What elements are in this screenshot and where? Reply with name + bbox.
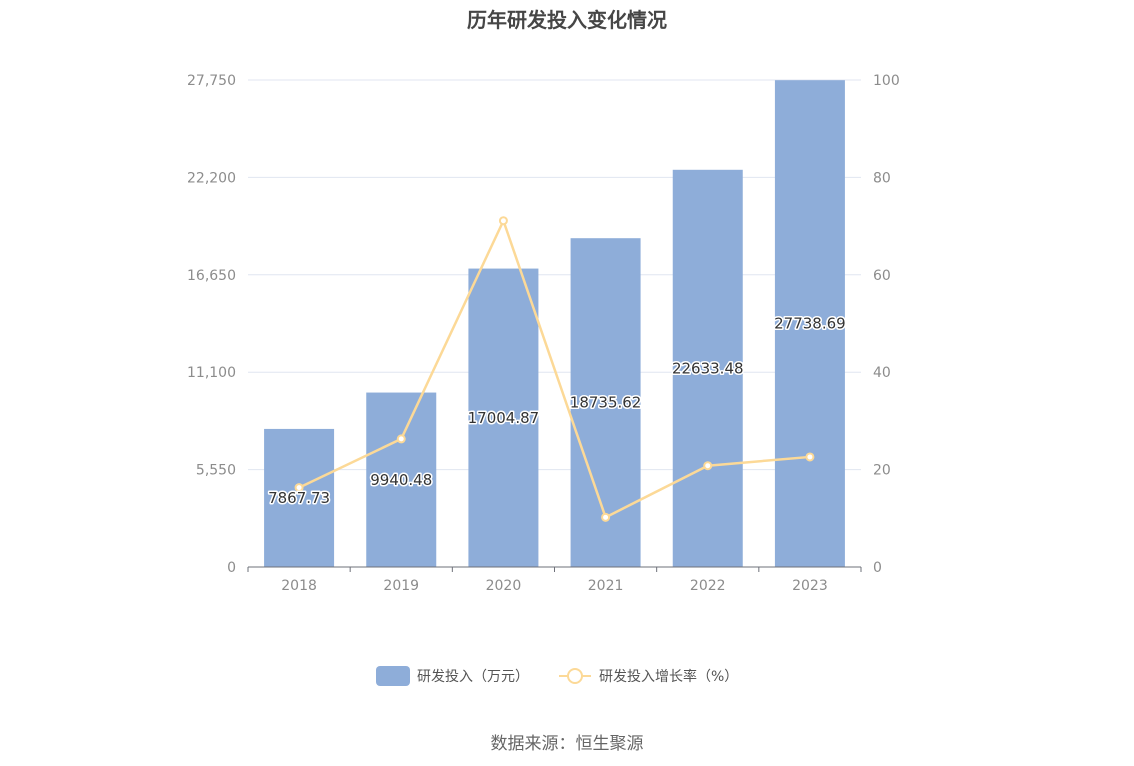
- y-right-tick-label: 0: [873, 560, 882, 576]
- bar-data-label: 9940.48: [370, 471, 432, 489]
- growth-point: [601, 512, 611, 522]
- x-tick-label: 2023: [792, 578, 828, 594]
- axes: 0 5,550 11,100 16,650 22,200 27,750 0 20 40 60 80 1…: [187, 73, 900, 594]
- bar: [570, 238, 641, 567]
- legend-bar-swatch: [376, 666, 410, 686]
- growth-point: [396, 434, 406, 444]
- y-left-tick-label: 0: [227, 560, 236, 576]
- y-right-tick-label: 80: [873, 170, 891, 186]
- bar: [774, 80, 845, 567]
- growth-point: [498, 216, 508, 226]
- bar-data-label: 7867.73: [268, 489, 330, 507]
- x-tick-label: 2018: [281, 578, 317, 594]
- legend-line-marker: [567, 668, 583, 684]
- bar: [468, 268, 539, 567]
- x-tick-label: 2022: [690, 578, 726, 594]
- bar: [366, 392, 437, 567]
- y-right-tick-label: 40: [873, 365, 891, 381]
- grid-lines: [248, 79, 861, 471]
- x-tick-label: 2019: [383, 578, 419, 594]
- legend-line-label: 研发投入增长率（%）: [599, 668, 738, 685]
- y-right-tick-label: 60: [873, 268, 891, 284]
- growth-point: [294, 483, 304, 493]
- growth-point: [703, 461, 713, 471]
- y-right-tick-label: 20: [873, 463, 891, 479]
- y-left-tick-label: 22,200: [187, 170, 236, 186]
- legend: 研发投入（万元） 研发投入增长率（%）: [376, 666, 738, 686]
- x-tick-label: 2020: [486, 578, 522, 594]
- bar-data-label: 17004.87: [468, 409, 540, 427]
- data-source: 数据来源：恒生聚源: [490, 734, 644, 754]
- legend-bar-label: 研发投入（万元）: [417, 669, 529, 685]
- bar-data-label: 27738.69: [774, 315, 846, 333]
- growth-line: [298, 219, 811, 519]
- data-labels: 7867.73 9940.48 17004.87 18735.62 22633.48 27…: [267, 313, 848, 508]
- bar-data-label: 22633.48: [672, 359, 744, 377]
- y-left-tick-label: 11,100: [187, 365, 236, 381]
- bar: [264, 428, 335, 567]
- bar-series: [264, 80, 845, 568]
- y-left-tick-label: 5,550: [196, 463, 236, 479]
- growth-point: [805, 452, 815, 462]
- bar: [672, 169, 743, 568]
- y-left-tick-label: 27,750: [187, 73, 236, 89]
- bar-data-label: 18735.62: [570, 394, 642, 412]
- growth-line-series: [294, 216, 815, 522]
- y-left-tick-label: 16,650: [187, 268, 236, 284]
- x-tick-label: 2021: [588, 578, 624, 594]
- y-right-tick-label: 100: [873, 73, 900, 89]
- chart-title: 历年研发投入变化情况: [467, 8, 667, 32]
